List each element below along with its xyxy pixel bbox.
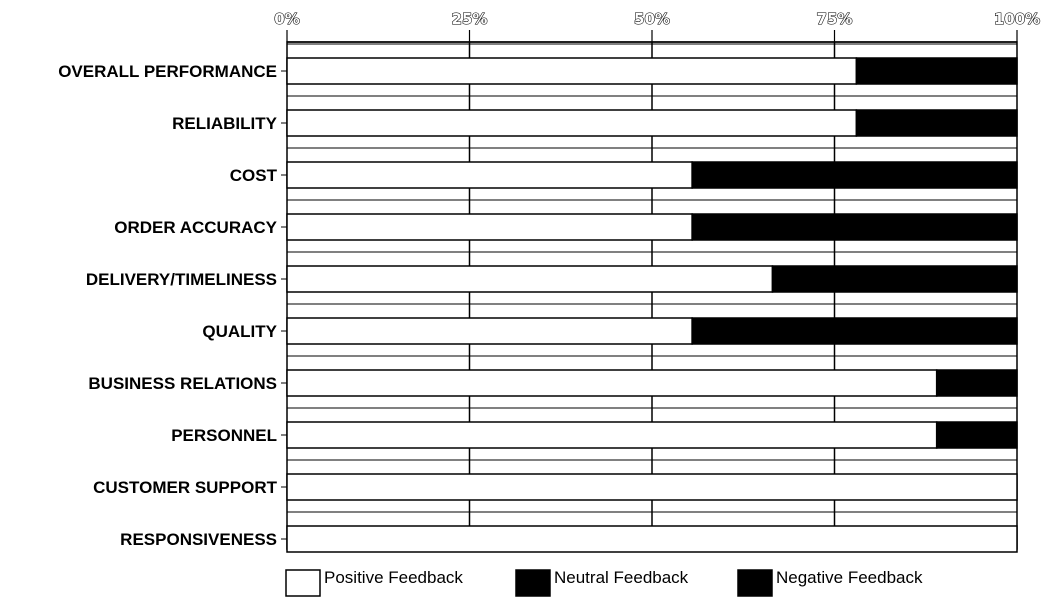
legend-swatch: [285, 569, 321, 597]
legend-label: Neutral Feedback: [554, 568, 689, 587]
bar-layer: [286, 57, 1018, 553]
bar-negative-feedback: [855, 109, 1018, 137]
bar-negative-feedback: [691, 213, 1018, 241]
category-label: CUSTOMER SUPPORT: [93, 478, 277, 497]
category-label: QUALITY: [202, 322, 277, 341]
category-label: RELIABILITY: [172, 114, 277, 133]
category-label: PERSONNEL: [171, 426, 277, 445]
legend: Positive Feedback Neutral Feedback Negativ…: [285, 568, 923, 597]
axis-layer: 0% 25% 50% 75% 100%: [274, 9, 1041, 540]
category-label: BUSINESS RELATIONS: [88, 374, 277, 393]
bar-negative-feedback: [855, 57, 1018, 85]
x-tick-label: 75%: [817, 10, 853, 28]
legend-swatch: [737, 569, 773, 597]
bar-positive-feedback: [286, 317, 693, 345]
category-label: COST: [230, 166, 278, 185]
x-tick-label: 25%: [452, 10, 488, 28]
bar-positive-feedback: [286, 213, 693, 241]
bar-positive-feedback: [286, 161, 693, 189]
bar-negative-feedback: [691, 317, 1018, 345]
bar-negative-feedback: [935, 369, 1018, 397]
legend-label: Negative Feedback: [776, 568, 923, 587]
legend-label: Positive Feedback: [324, 568, 463, 587]
bar-negative-feedback: [935, 421, 1018, 449]
legend-swatch: [515, 569, 551, 597]
bar-positive-feedback: [286, 525, 1018, 553]
bar-positive-feedback: [286, 57, 858, 85]
bar-positive-feedback: [286, 369, 938, 397]
bar-positive-feedback: [286, 473, 1018, 501]
bar-positive-feedback: [286, 109, 858, 137]
bar-negative-feedback: [691, 161, 1018, 189]
bar-positive-feedback: [286, 265, 774, 293]
bar-positive-feedback: [286, 421, 938, 449]
category-label: DELIVERY/TIMELINESS: [86, 270, 277, 289]
category-label: OVERALL PERFORMANCE: [58, 62, 277, 81]
category-label: ORDER ACCURACY: [114, 218, 277, 237]
x-tick-label: 50%: [634, 10, 670, 28]
category-label: RESPONSIVENESS: [120, 530, 277, 549]
bar-negative-feedback: [771, 265, 1018, 293]
category-label-layer: OVERALL PERFORMANCE RELIABILITY COST ORDER …: [58, 62, 277, 549]
x-tick-label: 0%: [274, 10, 299, 28]
x-tick-label: 100%: [994, 10, 1040, 28]
